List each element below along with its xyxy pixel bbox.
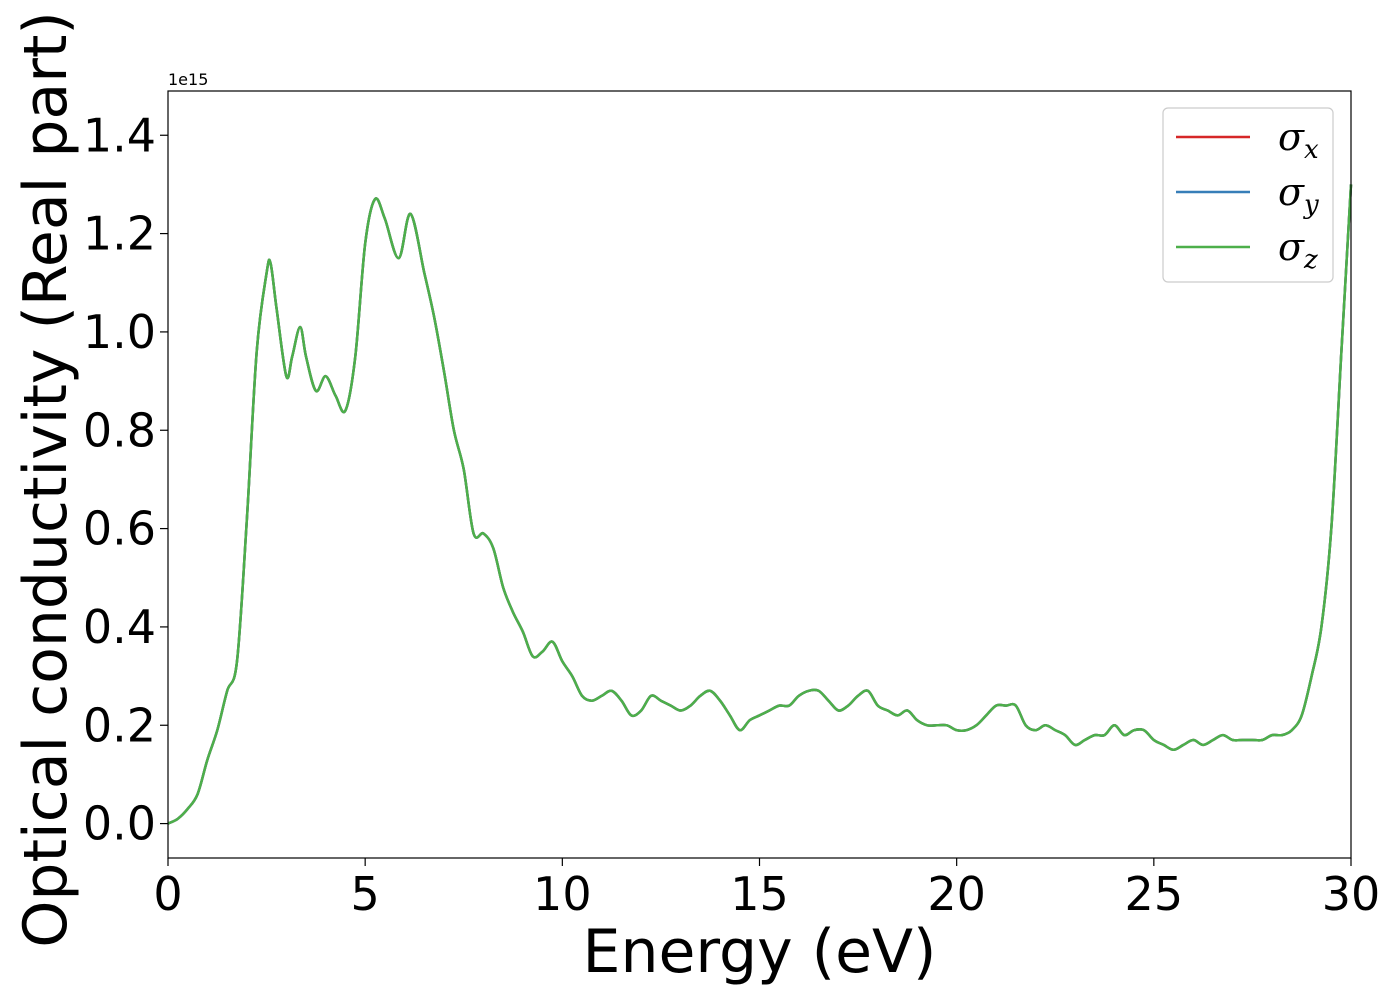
- series-line-sigma-z: [167, 184, 1353, 825]
- x-tick-label: 15: [730, 867, 789, 921]
- x-tick-label: 5: [351, 867, 380, 921]
- legend-label-sigma-y: σy: [1278, 170, 1319, 220]
- x-axis-label: Energy (eV): [583, 917, 937, 987]
- x-tick-label: 20: [927, 867, 986, 921]
- x-tick-label: 0: [153, 867, 182, 921]
- y-tick-label: 1.0: [83, 305, 156, 359]
- y-tick-label: 0.6: [83, 502, 156, 556]
- x-tick-label: 30: [1322, 867, 1381, 921]
- legend-box: [1162, 107, 1334, 283]
- y-offset-label: 1e15: [168, 70, 208, 89]
- x-axis: 0 5 10 15 20 25 30: [153, 858, 1380, 921]
- y-axis-label: Optical conductivity (Real part): [11, 11, 81, 948]
- y-tick-label: 0.8: [83, 403, 156, 457]
- x-tick-label: 25: [1125, 867, 1184, 921]
- y-tick-label: 0.0: [83, 797, 156, 851]
- series-layer: [167, 184, 1353, 825]
- y-tick-label: 0.4: [83, 600, 156, 654]
- y-tick-label: 1.2: [83, 207, 156, 261]
- y-tick-label: 0.2: [83, 698, 156, 752]
- legend-label-sigma-x: σx: [1278, 115, 1319, 165]
- legend-label-sigma-z: σz: [1278, 225, 1318, 275]
- x-tick-label: 10: [533, 867, 592, 921]
- y-axis: 0.0 0.2 0.4 0.6 0.8 1.0 1.2 1.4: [83, 108, 168, 851]
- y-tick-label: 1.4: [83, 108, 156, 162]
